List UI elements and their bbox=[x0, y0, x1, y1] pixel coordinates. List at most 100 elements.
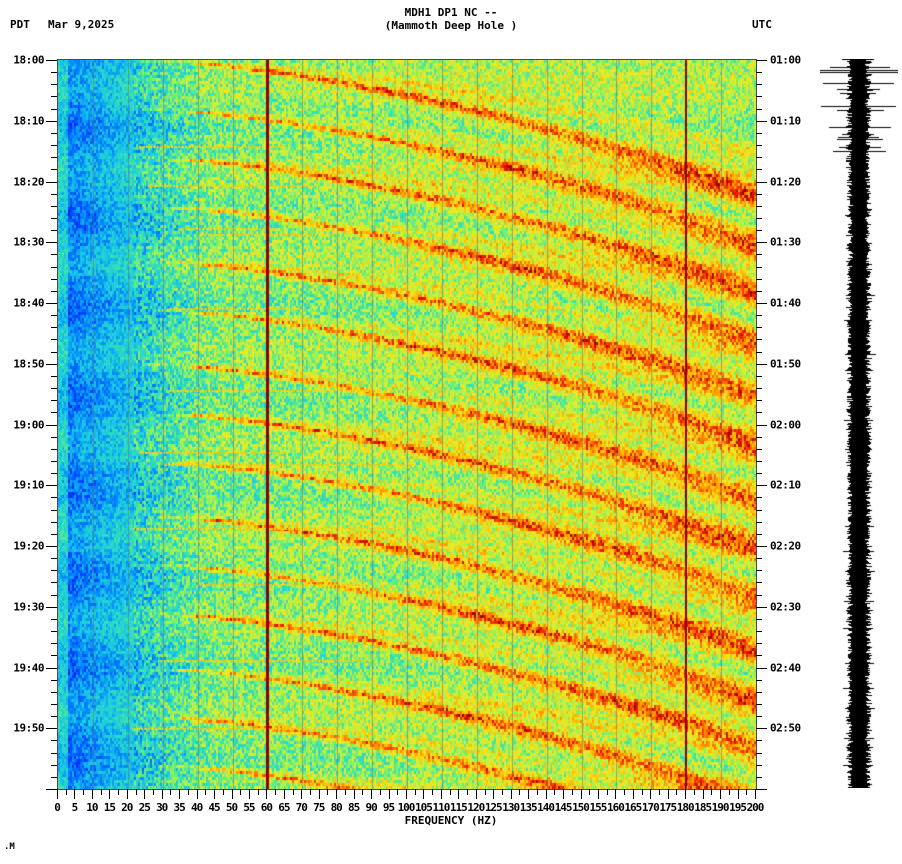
time-tick-minor-right bbox=[756, 631, 762, 633]
time-tick-minor-left bbox=[51, 290, 57, 292]
freq-tick-major bbox=[510, 789, 512, 799]
frequency-axis-labels: 0 5 10 15 20 25 30 35 40 45 50 55 60 65 70 75 80 85 90 95 10… bbox=[0, 801, 902, 815]
time-tick-minor-left bbox=[51, 375, 57, 377]
freq-label: 45 bbox=[208, 801, 220, 814]
time-tick-minor-left bbox=[51, 703, 57, 705]
time-tick-minor-left bbox=[51, 132, 57, 134]
freq-label: 85 bbox=[348, 801, 360, 814]
freq-label: 120 bbox=[467, 801, 485, 814]
freq-tick-minor bbox=[449, 789, 451, 795]
time-tick-minor-left bbox=[51, 315, 57, 317]
time-tick-minor-left bbox=[51, 412, 57, 414]
time-tick-minor-left bbox=[51, 509, 57, 511]
time-tick-minor-right bbox=[756, 558, 762, 560]
freq-tick-major bbox=[91, 789, 93, 799]
time-tick-minor-right bbox=[756, 254, 762, 256]
time-tick-major-left bbox=[46, 60, 57, 61]
spectrogram-plot[interactable] bbox=[57, 59, 757, 790]
time-tick-major-right bbox=[756, 120, 767, 122]
time-tick-minor-right bbox=[756, 509, 762, 511]
time-tick-minor-right bbox=[756, 473, 762, 475]
time-tick-minor-right bbox=[756, 436, 762, 438]
time-tick-minor-left bbox=[51, 157, 57, 159]
time-label-right: 02:20 bbox=[770, 539, 801, 553]
freq-label: 80 bbox=[330, 801, 343, 814]
time-label-right: 02:10 bbox=[770, 478, 801, 492]
time-label-left: 19:00 bbox=[13, 418, 44, 431]
freq-label: 5 bbox=[71, 801, 79, 814]
freq-label: 115 bbox=[449, 801, 468, 814]
time-label-right: 02:00 bbox=[770, 418, 801, 431]
freq-tick-major bbox=[755, 789, 756, 799]
freq-tick-minor bbox=[728, 789, 730, 795]
time-tick-major-left bbox=[46, 424, 57, 426]
seismogram-trace-canvas bbox=[820, 59, 898, 788]
time-tick-minor-right bbox=[756, 278, 762, 280]
time-tick-minor-right bbox=[756, 193, 762, 195]
freq-tick-minor bbox=[310, 789, 312, 795]
time-tick-minor-left bbox=[51, 72, 57, 74]
freq-tick-major bbox=[440, 789, 442, 799]
time-tick-minor-right bbox=[756, 388, 762, 390]
time-tick-major-right bbox=[756, 606, 767, 608]
time-tick-minor-left bbox=[51, 266, 57, 268]
freq-label: 20 bbox=[121, 801, 133, 814]
freq-label: 60 bbox=[260, 801, 273, 814]
time-tick-minor-left bbox=[51, 254, 57, 256]
time-tick-minor-right bbox=[756, 521, 762, 523]
time-tick-minor-left bbox=[51, 230, 57, 232]
freq-label: 95 bbox=[382, 801, 395, 814]
time-tick-minor-right bbox=[756, 497, 762, 499]
time-tick-major-right bbox=[756, 667, 767, 669]
time-tick-minor-left bbox=[51, 339, 57, 341]
freq-label: 30 bbox=[156, 801, 168, 814]
freq-tick-major bbox=[266, 789, 268, 799]
freq-tick-major bbox=[597, 789, 599, 799]
freq-tick-minor bbox=[484, 789, 486, 795]
timezone-right-label: UTC bbox=[752, 18, 772, 31]
freq-tick-major bbox=[283, 789, 285, 799]
freq-tick-major bbox=[406, 789, 407, 799]
time-tick-major-left bbox=[46, 242, 57, 244]
corner-artifact-mark: .M bbox=[4, 842, 15, 852]
freq-label: 0 bbox=[54, 801, 61, 814]
freq-tick-major bbox=[667, 789, 669, 799]
time-tick-minor-left bbox=[51, 533, 57, 535]
time-tick-major-left bbox=[46, 728, 57, 730]
freq-tick-minor bbox=[676, 789, 678, 795]
record-date-label: Mar 9,2025 bbox=[48, 18, 115, 31]
freq-tick-major bbox=[126, 789, 128, 799]
time-label-left: 19:50 bbox=[13, 721, 44, 735]
time-tick-minor-right bbox=[756, 145, 762, 147]
freq-label: 100 bbox=[397, 801, 416, 814]
time-tick-minor-right bbox=[756, 412, 762, 414]
freq-tick-minor bbox=[589, 789, 591, 795]
freq-tick-minor bbox=[571, 789, 573, 795]
freq-label: 160 bbox=[606, 801, 625, 814]
time-tick-minor-left bbox=[51, 691, 57, 693]
time-tick-minor-left bbox=[51, 400, 57, 402]
time-tick-minor-left bbox=[51, 217, 57, 219]
freq-tick-major bbox=[336, 789, 338, 799]
time-tick-minor-right bbox=[756, 570, 762, 572]
time-tick-minor-left bbox=[51, 351, 57, 353]
freq-tick-minor bbox=[65, 789, 67, 795]
time-tick-minor-left bbox=[51, 643, 57, 645]
time-tick-minor-right bbox=[756, 618, 762, 620]
freq-tick-major bbox=[685, 789, 687, 799]
time-axis-left-labels: 18:00 18:10 18:20 18:30 18:40 18:50 19:00 19:10… bbox=[0, 54, 44, 790]
freq-tick-minor bbox=[100, 789, 102, 795]
time-tick-minor-right bbox=[756, 157, 762, 159]
time-tick-minor-left bbox=[51, 436, 57, 438]
freq-label: 135 bbox=[519, 801, 538, 814]
time-label-right: 01:10 bbox=[770, 114, 801, 128]
freq-tick-minor bbox=[711, 789, 713, 795]
time-tick-minor-right bbox=[756, 132, 762, 134]
freq-tick-major bbox=[371, 789, 373, 799]
freq-tick-major bbox=[144, 789, 146, 799]
time-label-left: 19:10 bbox=[13, 478, 44, 492]
time-tick-minor-left bbox=[51, 388, 57, 390]
time-tick-minor-right bbox=[756, 290, 762, 292]
time-tick-minor-left bbox=[51, 655, 57, 657]
freq-tick-minor bbox=[257, 789, 259, 795]
